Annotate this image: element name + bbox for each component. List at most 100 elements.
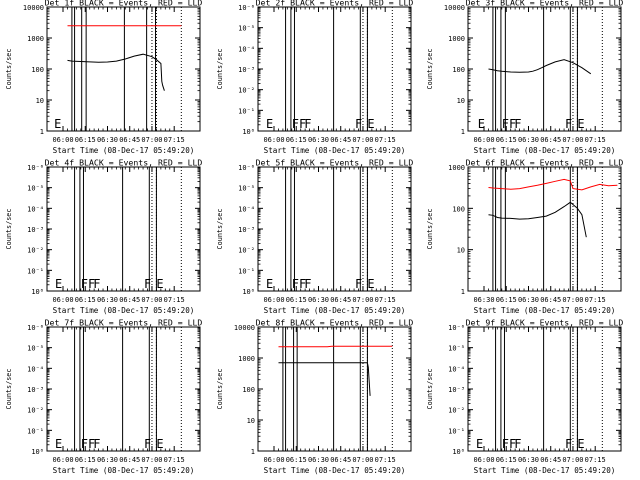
x-tick-label: 07:00 xyxy=(352,296,373,304)
plot-panel-6: Det 6f BLACK = Events, RED = LLD Counts/s… xyxy=(426,158,623,316)
y-axis-label: Counts/sec xyxy=(216,369,224,410)
y-tick-label: 10 xyxy=(457,247,465,255)
x-tick-label: 06:30 xyxy=(308,456,329,464)
y-tick-label: 10⁻⁶ xyxy=(238,4,255,12)
event-marker-label: F xyxy=(93,437,100,451)
y-tick-label: 10⁻⁵ xyxy=(238,185,255,193)
y-tick-label: 10⁻³ xyxy=(238,226,255,234)
plot-panel-3: Det 3f BLACK = Events, RED = LLD Counts/s… xyxy=(426,0,623,155)
y-tick-label: 1000 xyxy=(27,35,44,43)
y-axis-label: Counts/sec xyxy=(216,209,224,250)
y-tick-label: 10⁻² xyxy=(27,407,44,415)
x-tick-label: 06:15 xyxy=(286,456,307,464)
x-tick-label: 06:30 xyxy=(308,296,329,304)
plot-panel-1: Det 1f BLACK = Events, RED = LLD Counts/s… xyxy=(5,0,202,155)
y-tick-label: 10⁻³ xyxy=(448,386,465,394)
x-tick-label: 07:00 xyxy=(562,296,583,304)
y-axis-label: Counts/sec xyxy=(5,369,13,410)
plot-panel-4: Det 4f BLACK = Events, RED = LLD Counts/s… xyxy=(5,158,202,316)
y-tick-label: 10⁻⁵ xyxy=(27,185,44,193)
y-tick-label: 10⁻² xyxy=(448,407,465,415)
event-marker-label: FF xyxy=(292,117,306,131)
x-tick-label: 06:15 xyxy=(286,136,307,144)
y-tick-label: 10⁰ xyxy=(242,288,255,296)
events-series-line xyxy=(278,362,371,396)
y-tick-label: 1000 xyxy=(238,355,255,363)
x-tick-label: 07:00 xyxy=(352,136,373,144)
x-tick-label: 06:45 xyxy=(119,296,140,304)
x-axis-label: Start Time (08-Dec-17 05:49:20) xyxy=(264,146,406,155)
event-marker-label: F xyxy=(514,117,521,131)
plot-panel-9: Det 9f BLACK = Events, RED = LLD Counts/s… xyxy=(426,318,623,476)
x-tick-label: 06:00 xyxy=(263,296,284,304)
x-tick-label: 06:15 xyxy=(496,456,517,464)
y-tick-label: 10⁻⁴ xyxy=(448,365,465,373)
x-tick-label: 06:15 xyxy=(75,136,96,144)
events-series-line xyxy=(67,53,165,91)
x-tick-label: 06:30 xyxy=(308,136,329,144)
x-tick-label: 07:00 xyxy=(562,136,583,144)
y-tick-label: 10⁰ xyxy=(31,448,44,456)
event-marker-label: F xyxy=(355,117,362,131)
x-tick-label: 07:00 xyxy=(141,296,162,304)
x-tick-label: 06:15 xyxy=(75,456,96,464)
y-tick-label: 1 xyxy=(461,128,465,136)
x-axis-label: Start Time (08-Dec-17 05:49:20) xyxy=(474,146,616,155)
x-tick-label: 06:15 xyxy=(286,296,307,304)
event-marker-label: F xyxy=(514,437,521,451)
x-tick-label: 06:30 xyxy=(97,456,118,464)
event-marker-label: FF xyxy=(502,437,516,451)
plot-title: Det 2f BLACK = Events, RED = LLD xyxy=(256,0,414,8)
x-axis-label: Start Time (08-Dec-17 05:49:20) xyxy=(53,306,195,315)
lld-series-line xyxy=(488,178,618,191)
y-tick-label: 1 xyxy=(461,288,465,296)
x-tick-label: 07:00 xyxy=(352,456,373,464)
x-tick-label: 06:15 xyxy=(75,296,96,304)
plot-title: Det 6f BLACK = Events, RED = LLD xyxy=(466,158,624,168)
x-tick-label: 06:45 xyxy=(119,456,140,464)
y-tick-label: 10⁻⁵ xyxy=(238,25,255,33)
x-tick-label: 07:00 xyxy=(562,456,583,464)
event-marker-label: F xyxy=(565,117,572,131)
y-tick-label: 10⁻⁶ xyxy=(448,324,465,332)
x-tick-label: 07:00 xyxy=(141,456,162,464)
x-tick-label: 07:15 xyxy=(164,456,185,464)
x-tick-label: 06:00 xyxy=(52,136,73,144)
plot-title: Det 3f BLACK = Events, RED = LLD xyxy=(466,0,624,8)
x-tick-label: 06:45 xyxy=(330,456,351,464)
y-tick-label: 10⁻³ xyxy=(27,226,44,234)
event-marker-label: E xyxy=(577,437,584,451)
x-tick-label: 07:15 xyxy=(375,456,396,464)
x-tick-label: 06:45 xyxy=(540,136,561,144)
y-tick-label: 10⁻⁴ xyxy=(27,205,44,213)
y-tick-label: 10⁻³ xyxy=(27,386,44,394)
y-axis-label: Counts/sec xyxy=(426,49,434,90)
event-marker-label: E xyxy=(266,277,273,291)
x-tick-label: 06:30 xyxy=(97,296,118,304)
plot-panel-5: Det 5f BLACK = Events, RED = LLD Counts/s… xyxy=(216,158,413,316)
x-tick-label: 06:15 xyxy=(496,136,517,144)
x-tick-label: 06:45 xyxy=(330,296,351,304)
y-tick-label: 10⁻² xyxy=(27,247,44,255)
event-marker-label: FF xyxy=(292,277,306,291)
event-marker-label: E xyxy=(55,437,62,451)
x-tick-label: 07:15 xyxy=(164,136,185,144)
x-axis-label: Start Time (08-Dec-17 05:49:20) xyxy=(53,466,195,475)
y-axis-label: Counts/sec xyxy=(426,209,434,250)
y-tick-label: 10⁻⁶ xyxy=(27,324,44,332)
x-tick-label: 06:00 xyxy=(473,136,494,144)
y-tick-label: 1000 xyxy=(448,35,465,43)
event-marker-label: F xyxy=(144,437,151,451)
event-marker-label: F xyxy=(304,117,311,131)
event-marker-label: FF xyxy=(81,277,95,291)
y-tick-label: 10 xyxy=(36,97,44,105)
y-tick-label: 100 xyxy=(31,66,44,74)
event-marker-label: FF xyxy=(502,117,516,131)
y-axis-label: Counts/sec xyxy=(5,49,13,90)
y-axis-label: Counts/sec xyxy=(426,369,434,410)
plot-title: Det 9f BLACK = Events, RED = LLD xyxy=(466,318,624,328)
axes-frame xyxy=(467,166,622,292)
x-tick-label: 06:30 xyxy=(518,296,539,304)
